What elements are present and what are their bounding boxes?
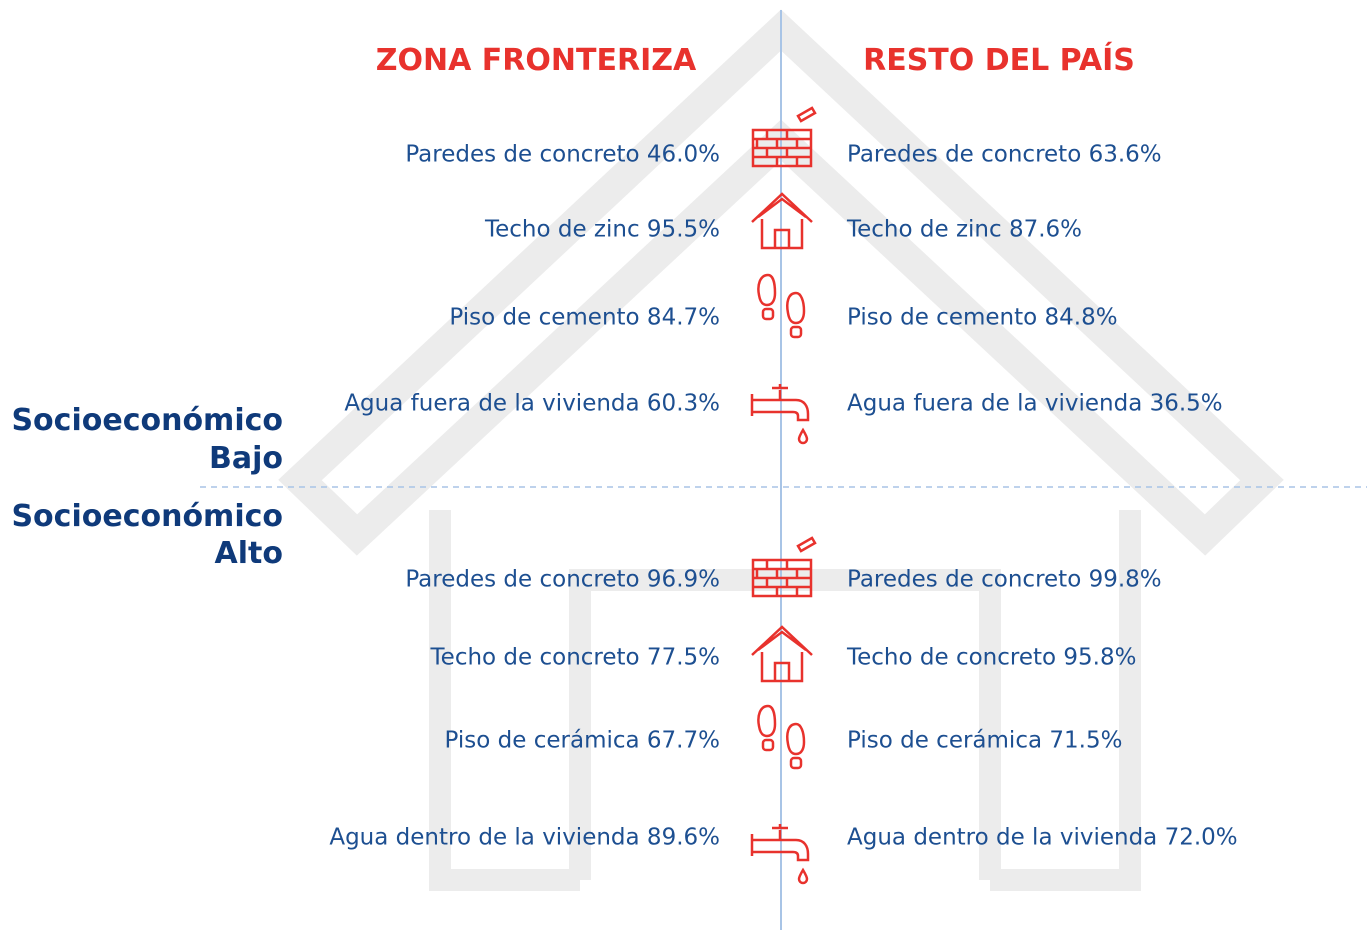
left-stat: Agua dentro de la vivienda 89.6% (329, 825, 720, 851)
icon (751, 536, 817, 598)
right-stat: Piso de cemento 84.8% (847, 305, 1118, 331)
section-label: Bajo (209, 441, 283, 476)
left-stat: Piso de cerámica 67.7% (445, 728, 720, 754)
section-label: Socioeconómico (11, 499, 283, 534)
left-stat: Techo de concreto 77.5% (430, 645, 720, 671)
right-stat: Piso de cerámica 71.5% (847, 728, 1122, 754)
left-stat: Techo de zinc 95.5% (484, 217, 720, 243)
right-stat: Paredes de concreto 99.8% (847, 567, 1162, 593)
right-stat: Techo de zinc 87.6% (846, 217, 1082, 243)
header-right: RESTO DEL PAÍS (863, 42, 1135, 78)
section-label: Alto (215, 536, 283, 571)
header-left: ZONA FRONTERIZA (376, 43, 697, 78)
left-stat: Piso de cemento 84.7% (449, 305, 720, 331)
left-stat: Agua fuera de la vivienda 60.3% (344, 391, 720, 417)
right-stat: Paredes de concreto 63.6% (847, 142, 1162, 168)
left-stat: Paredes de concreto 46.0% (405, 142, 720, 168)
right-stat: Agua dentro de la vivienda 72.0% (847, 825, 1238, 851)
right-stat: Techo de concreto 95.8% (846, 645, 1136, 671)
left-stat: Paredes de concreto 96.9% (405, 567, 720, 593)
section-label: Socioeconómico (11, 403, 283, 438)
right-stat: Agua fuera de la vivienda 36.5% (847, 391, 1223, 417)
